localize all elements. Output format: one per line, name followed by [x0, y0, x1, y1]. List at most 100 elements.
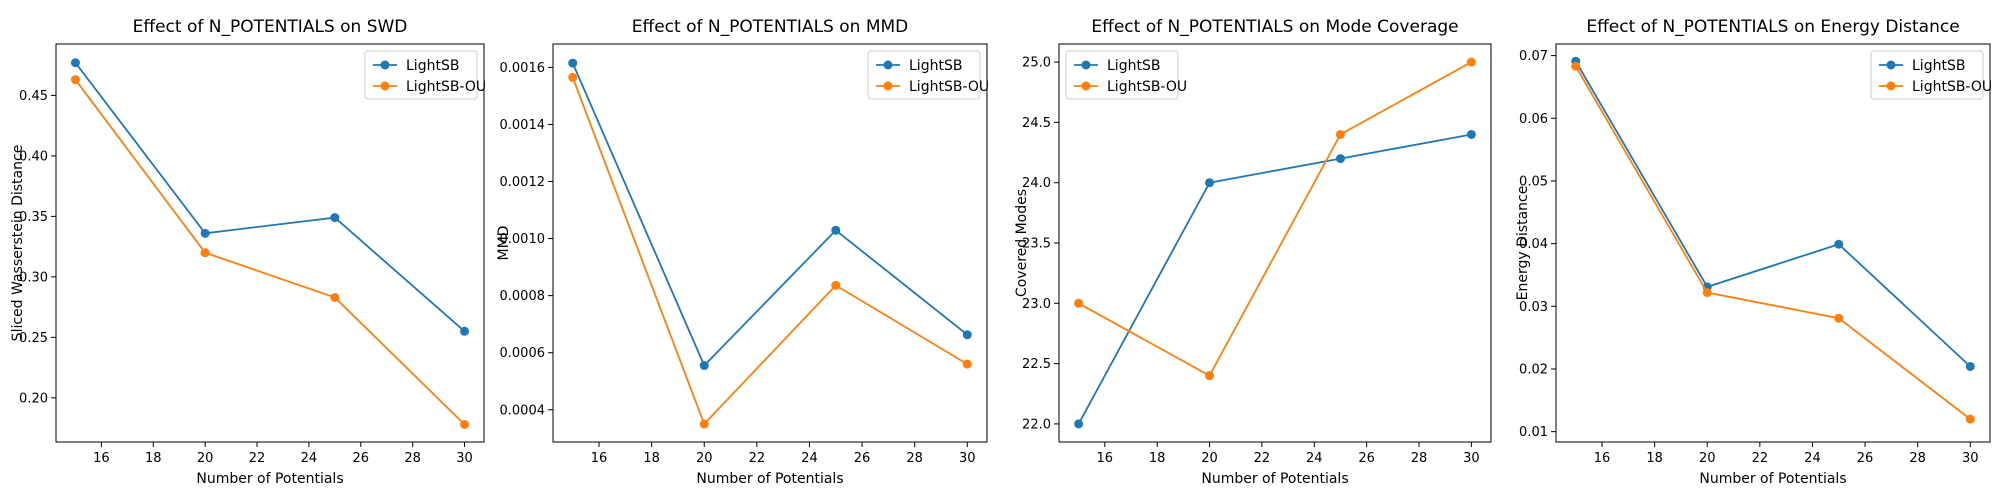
x-tick-label: 20 — [1201, 451, 1218, 466]
legend-label: LightSB-OU — [1912, 79, 1992, 95]
y-tick-label: 25.0 — [1022, 56, 1051, 71]
x-tick-label: 20 — [197, 451, 214, 466]
x-tick-label: 20 — [696, 451, 713, 466]
data-point — [831, 225, 841, 235]
x-tick-label: 20 — [1699, 451, 1716, 466]
plot-frame — [1058, 43, 1492, 443]
data-point — [962, 359, 972, 369]
legend-marker — [380, 60, 390, 70]
x-tick-label: 18 — [1149, 451, 1166, 466]
legend-box — [364, 50, 478, 100]
y-tick-label: 24.5 — [1022, 116, 1051, 131]
legend-marker — [883, 81, 893, 91]
legend-marker — [883, 60, 893, 70]
data-point — [1965, 361, 1975, 371]
y-tick-label: 0.0004 — [500, 403, 546, 418]
x-tick-label: 16 — [1594, 451, 1611, 466]
data-point — [1702, 288, 1712, 298]
chart-title: Effect of N_POTENTIALS on MMD — [632, 17, 909, 37]
series-line-1 — [571, 62, 968, 368]
chart-panel-2: Effect of N_POTENTIALS on MMD 16 18 20 22 24 2… — [496, 17, 989, 487]
y-tick-label: 0.40 — [19, 149, 48, 164]
x-tick-label: 18 — [145, 451, 162, 466]
y-axis-label: MMD — [496, 226, 512, 261]
legend-marker — [1886, 81, 1896, 91]
x-tick-label: 26 — [1857, 451, 1874, 466]
data-point — [330, 213, 340, 223]
chart-title: Effect of N_POTENTIALS on SWD — [133, 17, 408, 37]
x-tick-label: 26 — [353, 451, 370, 466]
chart-panel-3: Effect of N_POTENTIALS on Mode Coverage 1… — [1014, 17, 1492, 487]
data-point — [699, 419, 709, 429]
data-point — [330, 292, 340, 302]
legend-label: LightSB — [1912, 58, 1965, 74]
x-axis-label: Number of Potentials — [196, 471, 343, 487]
legend-label: LightSB-OU — [1107, 79, 1187, 95]
y-tick-label: 0.02 — [1519, 362, 1548, 377]
x-tick-label: 18 — [643, 451, 660, 466]
legend: LightSB LightSB-OU — [364, 50, 486, 100]
x-tick-label: 28 — [906, 451, 923, 466]
legend-box — [1870, 50, 1984, 100]
legend-label: LightSB — [909, 58, 962, 74]
series-line-1 — [1574, 60, 1971, 368]
x-tick-label: 30 — [959, 451, 976, 466]
data-point — [568, 58, 578, 68]
x-tick-label: 26 — [1358, 451, 1375, 466]
y-tick-label: 0.0014 — [500, 118, 546, 133]
x-tick-label: 26 — [854, 451, 871, 466]
x-tick-label: 28 — [404, 451, 421, 466]
y-tick-label: 23.0 — [1022, 297, 1051, 312]
y-tick-label: 0.20 — [19, 391, 48, 406]
series-line-1 — [74, 62, 466, 332]
plot-frame — [55, 43, 485, 443]
x-tick-label: 24 — [1306, 451, 1323, 466]
data-point — [200, 248, 210, 258]
data-point — [460, 326, 470, 336]
y-tick-label: 0.35 — [19, 210, 48, 225]
legend-marker — [1081, 60, 1091, 70]
data-point — [962, 330, 972, 340]
series-line-2 — [571, 77, 968, 426]
y-tick-label: 0.03 — [1519, 300, 1548, 315]
series-line-1 — [1077, 133, 1472, 425]
data-point — [1834, 239, 1844, 249]
plot-frame — [552, 43, 988, 443]
data-point — [1335, 129, 1345, 139]
x-axis-label: Number of Potentials — [1201, 471, 1348, 487]
x-axis-label: Number of Potentials — [696, 471, 843, 487]
x-tick-label: 22 — [1752, 451, 1769, 466]
y-tick-label: 0.0016 — [500, 61, 546, 76]
legend-marker — [380, 81, 390, 91]
data-point — [200, 228, 210, 238]
data-point — [1074, 419, 1084, 429]
legend-label: LightSB — [406, 58, 459, 74]
data-point — [1466, 57, 1476, 67]
data-point — [70, 75, 80, 85]
x-axis-label: Number of Potentials — [1699, 471, 1846, 487]
y-tick-label: 0.01 — [1519, 425, 1548, 440]
legend-box — [867, 50, 981, 100]
legend-marker — [1886, 60, 1896, 70]
data-point — [460, 419, 470, 429]
x-tick-label: 28 — [1411, 451, 1428, 466]
x-tick-label: 16 — [93, 451, 110, 466]
legend-label: LightSB — [1107, 58, 1160, 74]
y-tick-label: 0.30 — [19, 270, 48, 285]
data-point — [1205, 371, 1215, 381]
y-tick-label: 0.0010 — [500, 232, 546, 247]
y-tick-label: 0.07 — [1519, 49, 1548, 64]
y-tick-label: 22.0 — [1022, 417, 1051, 432]
x-tick-label: 30 — [456, 451, 473, 466]
data-point — [1965, 414, 1975, 424]
legend-label: LightSB-OU — [406, 79, 486, 95]
data-point — [831, 280, 841, 290]
y-tick-label: 22.5 — [1022, 357, 1051, 372]
x-tick-label: 30 — [1962, 451, 1979, 466]
legend-label: LightSB-OU — [909, 79, 989, 95]
y-axis-label: Covered Modes — [1014, 189, 1030, 297]
chart-title: Effect of N_POTENTIALS on Energy Distanc… — [1586, 17, 1959, 37]
legend-box — [1065, 50, 1179, 100]
chart-panel-4: Effect of N_POTENTIALS on Energy Distanc… — [1515, 17, 1992, 487]
